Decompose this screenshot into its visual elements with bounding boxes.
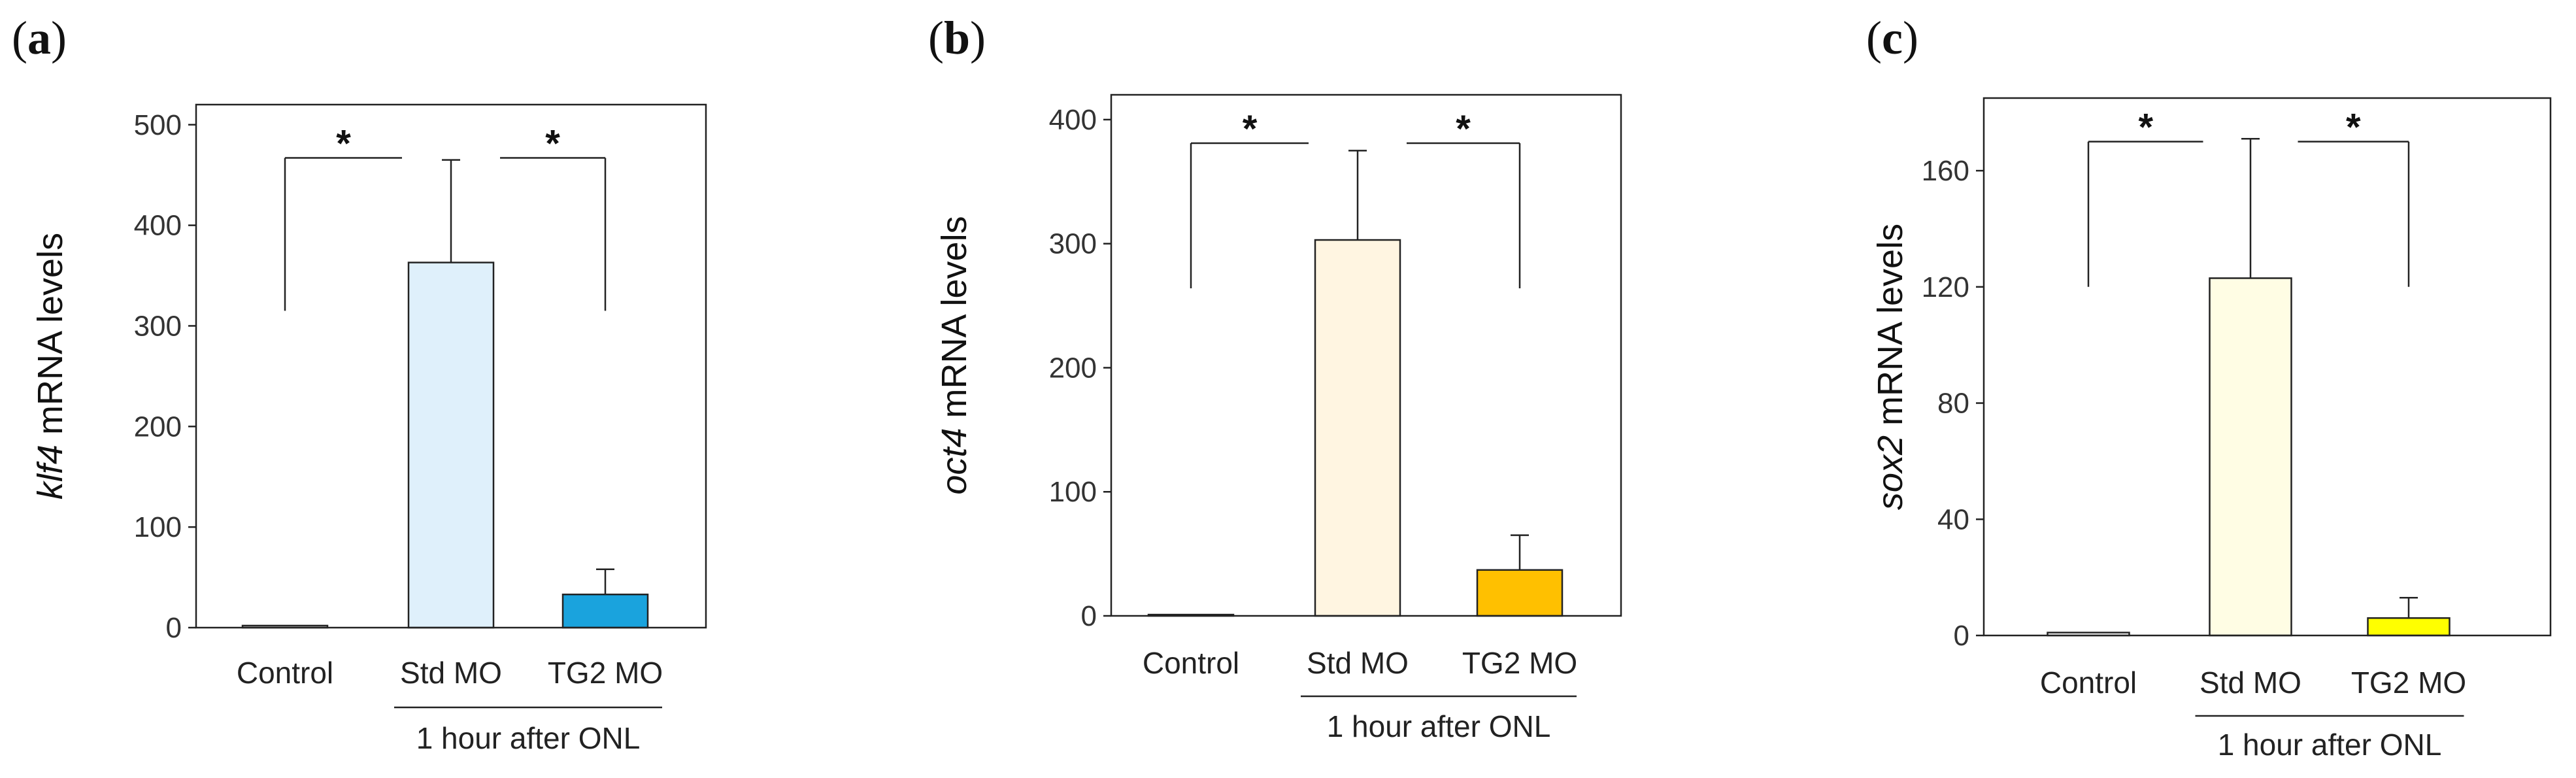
y-tick-label: 300 xyxy=(1049,228,1097,260)
panel-b: (b) oct4 mRNA levels 0 100 200 300 400 Control S… xyxy=(928,12,1622,743)
x-tick-label: Std MO xyxy=(1307,646,1409,680)
y-axis-label: oct4 mRNA levels xyxy=(935,216,974,494)
bar-std-mo xyxy=(1314,239,1401,617)
sig-star: * xyxy=(336,123,351,165)
y-tick-label: 100 xyxy=(134,511,182,543)
x-tick-label: TG2 MO xyxy=(548,656,663,690)
group-label: 1 hour after ONL xyxy=(1327,709,1551,743)
y-axis-units: mRNA levels xyxy=(935,216,974,428)
y-tick-label: 80 xyxy=(1937,388,1969,420)
y-tick-label: 300 xyxy=(134,310,182,342)
y-axis-label: sox2 mRNA levels xyxy=(1871,224,1910,510)
x-tick-label: Control xyxy=(2040,666,2137,700)
y-tick-label: 40 xyxy=(1937,503,1969,535)
group-label: 1 hour after ONL xyxy=(2218,728,2442,762)
x-tick-label: Std MO xyxy=(400,656,502,690)
bar-std-mo xyxy=(2209,277,2292,637)
y-tick-label: 0 xyxy=(166,612,182,644)
sig-star: * xyxy=(2138,107,2153,149)
panel-label-letter: b xyxy=(944,12,970,64)
plot-frame xyxy=(195,103,707,629)
y-axis-gene: sox2 xyxy=(1871,435,1910,510)
sig-star: * xyxy=(1243,108,1258,150)
bar-tg2-mo xyxy=(2367,617,2451,637)
bar-tg2-mo xyxy=(561,593,649,629)
panel-label-open: ( xyxy=(1866,12,1882,64)
plot-frame xyxy=(1982,97,2552,637)
bar-std-mo xyxy=(407,262,495,629)
x-tick-label: TG2 MO xyxy=(1462,646,1577,680)
panel-label-close: ) xyxy=(51,12,67,64)
x-tick-label: Control xyxy=(237,656,333,690)
panel-label: (c) xyxy=(1866,12,1918,64)
panel-label-close: ) xyxy=(970,12,986,64)
sig-star: * xyxy=(545,123,560,165)
sig-star: * xyxy=(2346,107,2361,149)
y-axis-units: mRNA levels xyxy=(1871,224,1910,435)
x-tick-label: TG2 MO xyxy=(2351,666,2466,700)
y-axis-label: klf4 mRNA levels xyxy=(31,233,70,499)
y-axis-gene: oct4 xyxy=(935,428,974,495)
group-label: 1 hour after ONL xyxy=(416,721,641,755)
y-tick-label: 100 xyxy=(1049,476,1097,508)
x-tick-label: Control xyxy=(1143,646,1239,680)
panel-c: (c) sox2 mRNA levels 0 40 80 120 160 Control Std… xyxy=(1866,12,2552,762)
y-tick-label: 500 xyxy=(134,109,182,141)
panel-label-open: ( xyxy=(12,12,27,64)
y-tick-label: 160 xyxy=(1922,155,1969,187)
y-axis-gene: klf4 xyxy=(31,445,70,499)
y-tick-label: 200 xyxy=(134,411,182,443)
y-tick-label: 200 xyxy=(1049,352,1097,384)
plot-frame xyxy=(1110,93,1622,617)
y-tick-label: 0 xyxy=(1954,620,1969,652)
y-tick-label: 120 xyxy=(1922,271,1969,303)
panel-label: (a) xyxy=(12,12,67,64)
panel-a: (a) klf4 mRNA levels 0 100 200 300 400 500 Contr… xyxy=(12,12,707,755)
x-tick-label: Std MO xyxy=(2200,666,2301,700)
panel-label-open: ( xyxy=(928,12,944,64)
y-tick-label: 400 xyxy=(134,210,182,242)
panel-label-close: ) xyxy=(1903,12,1918,64)
bar-tg2-mo xyxy=(1476,569,1564,617)
y-tick-label: 400 xyxy=(1049,104,1097,136)
panel-label: (b) xyxy=(928,12,986,64)
panel-label-letter: c xyxy=(1882,12,1903,64)
y-tick-label: 0 xyxy=(1081,600,1097,632)
sig-star: * xyxy=(1456,108,1471,150)
y-axis-units: mRNA levels xyxy=(31,233,70,445)
panel-label-letter: a xyxy=(27,12,51,64)
